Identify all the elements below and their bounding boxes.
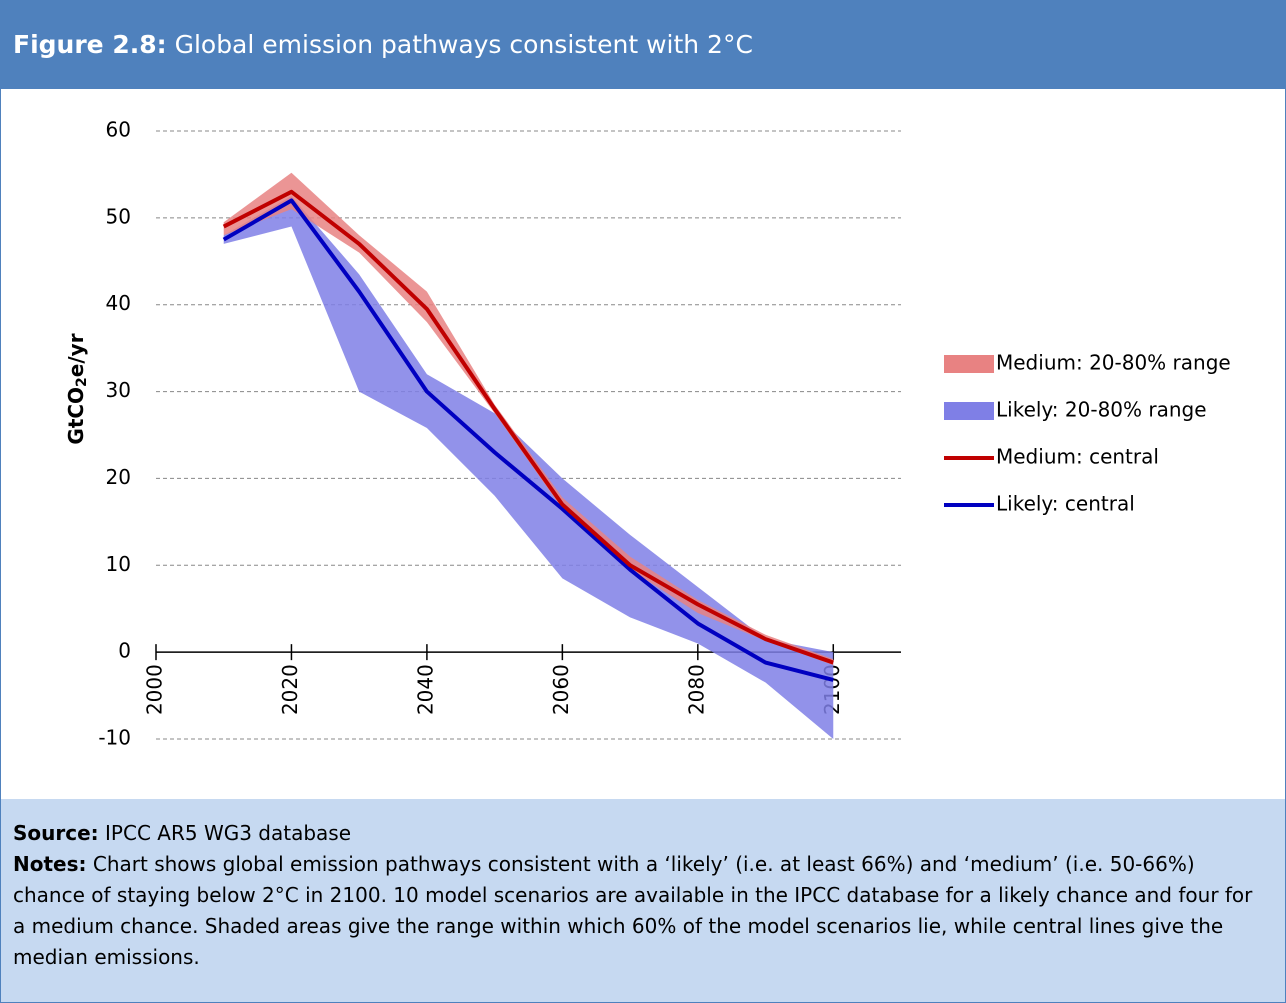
x-tick-label: 2040 [413,664,437,715]
footer: Source: IPCC AR5 WG3 database Notes: Cha… [1,799,1285,1002]
source-label: Source: [13,821,99,845]
legend-swatch [944,355,994,373]
y-tick-label: 10 [106,552,131,576]
x-tick-label: 2020 [278,664,302,715]
y-tick-label: -10 [98,726,131,750]
y-label-part: e/yr [64,333,88,377]
legend-label: Likely: 20-80% range [996,398,1207,422]
chart: GtCO2e/yr -10 0 10 20 30 40 50 60 2000 2020 2040 20… [64,118,1231,750]
legend-label: Medium: 20-80% range [996,351,1231,375]
notes-label: Notes: [13,852,87,876]
line [222,198,834,682]
x-tick-label: 2060 [549,664,573,715]
header: Figure 2.8: Global emission pathways con… [1,1,1285,89]
y-tick-label: 30 [106,378,131,402]
y-tick-label: 0 [118,639,131,663]
notes: Notes: Chart shows global emission pathw… [13,849,1268,973]
source: Source: IPCC AR5 WG3 database [13,818,1268,849]
legend-swatch [944,402,994,420]
y-tick-label: 50 [106,204,131,228]
y-tick-label: 40 [106,291,131,315]
x-tick-label: 2080 [684,664,708,715]
legend-label: Medium: central [996,445,1159,469]
y-axis-label: GtCO2e/yr [64,333,91,444]
y-tick-label: 20 [106,465,131,489]
x-tick-label: 2000 [143,664,167,715]
figure-label: Figure 2.8: [13,30,167,59]
y-tick-label: 60 [106,118,131,142]
legend-label: Likely: central [996,492,1135,516]
y-label-part: GtCO [64,387,88,445]
chart-title: Global emission pathways consistent with… [174,30,753,59]
range-band [223,196,834,740]
notes-text: Chart shows global emission pathways con… [13,852,1253,969]
y-label-sub: 2 [74,377,90,387]
source-text: IPCC AR5 WG3 database [105,821,352,845]
line [222,189,834,665]
